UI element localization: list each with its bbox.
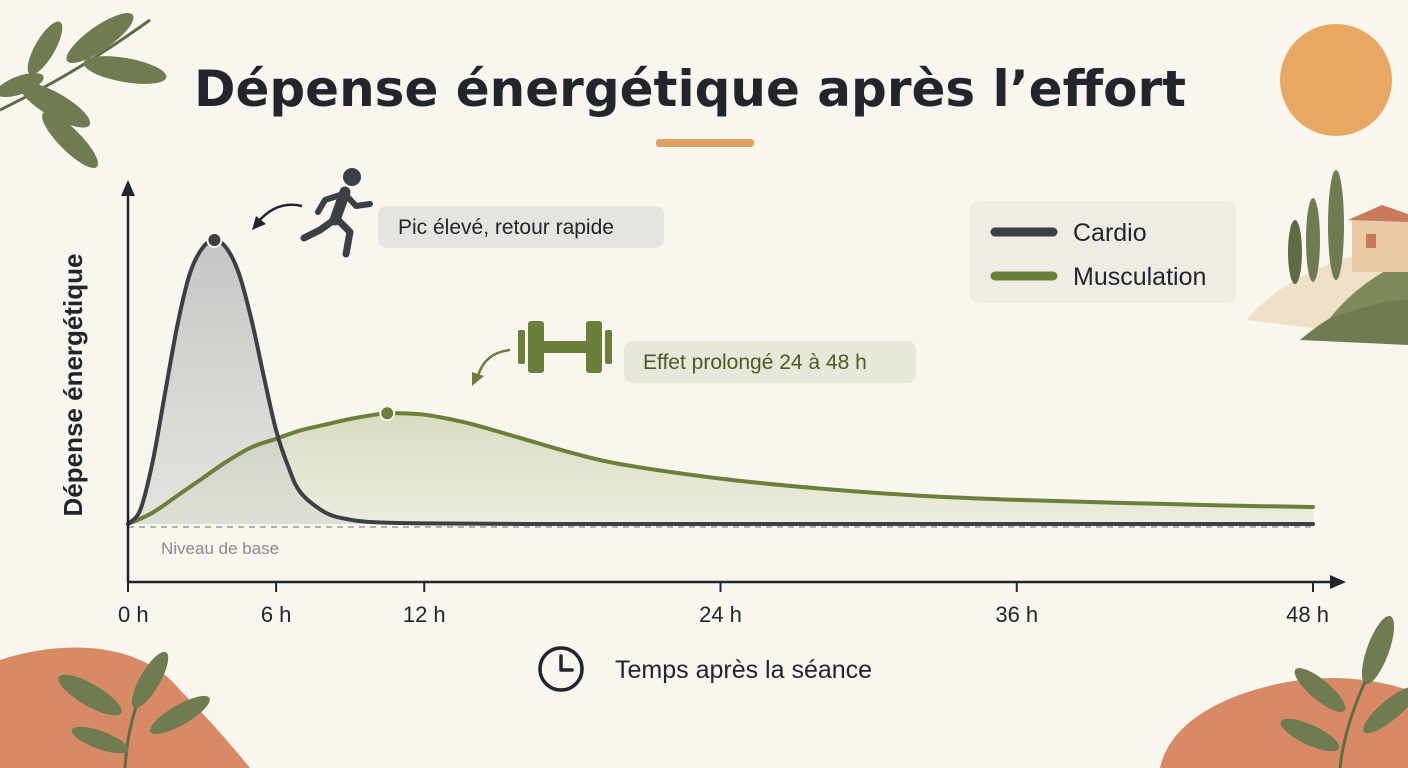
legend-item-musculation: Musculation <box>990 263 1206 291</box>
clock-icon <box>538 646 584 692</box>
legend-label-cardio: Cardio <box>1073 219 1147 247</box>
area-cardio <box>128 240 1313 525</box>
x-tick-label: 36 h <box>995 602 1038 627</box>
x-axis <box>128 575 1346 589</box>
series-lines <box>126 238 1315 527</box>
leaf-decoration-top-left <box>0 13 167 168</box>
series-areas <box>128 240 1313 525</box>
x-tick-label: 12 h <box>403 602 446 627</box>
legend: Cardio Musculation <box>970 201 1236 303</box>
x-tick-label: 0 h <box>118 602 149 627</box>
annotation-cardio-text: Pic élevé, retour rapide <box>398 216 614 239</box>
peak-marker-cardio <box>206 232 223 248</box>
x-tick-label: 6 h <box>261 602 292 627</box>
runner-icon <box>300 168 373 258</box>
annotation-cardio: Pic élevé, retour rapide <box>252 168 664 258</box>
annotation-musculation-text: Effet prolongé 24 à 48 h <box>643 351 867 374</box>
area-musculation <box>128 413 1313 524</box>
y-axis <box>121 180 135 582</box>
x-tick-label: 24 h <box>699 602 742 627</box>
hill-village-decoration <box>1248 170 1408 345</box>
peak-marker-musculation <box>379 405 396 422</box>
legend-item-cardio: Cardio <box>990 219 1147 247</box>
baseline-label: Niveau de base <box>161 539 279 558</box>
chart-title: Dépense énergétique après l’effort <box>194 60 1186 118</box>
series-line-cardio <box>126 238 1315 527</box>
title-underline <box>656 139 754 147</box>
sun-decoration <box>1280 24 1392 136</box>
annotation-musculation: Effet prolongé 24 à 48 h <box>472 321 916 386</box>
x-axis-label: Temps après la séance <box>615 656 872 684</box>
x-tick-label: 48 h <box>1286 602 1329 627</box>
leaf-decoration-bottom-left <box>58 651 210 768</box>
x-ticks: 0 h 6 h 12 h 24 h 36 h 48 h <box>118 582 1329 627</box>
leaf-decoration-bottom-right <box>1280 615 1408 768</box>
legend-label-musculation: Musculation <box>1073 263 1206 291</box>
series-line-musculation <box>126 411 1315 526</box>
annotation-musculation-box <box>624 341 916 383</box>
y-axis-label: Dépense énergétique <box>58 254 88 517</box>
peak-markers <box>206 232 396 422</box>
annotation-cardio-box <box>378 206 664 248</box>
dumbbell-icon <box>518 321 612 373</box>
